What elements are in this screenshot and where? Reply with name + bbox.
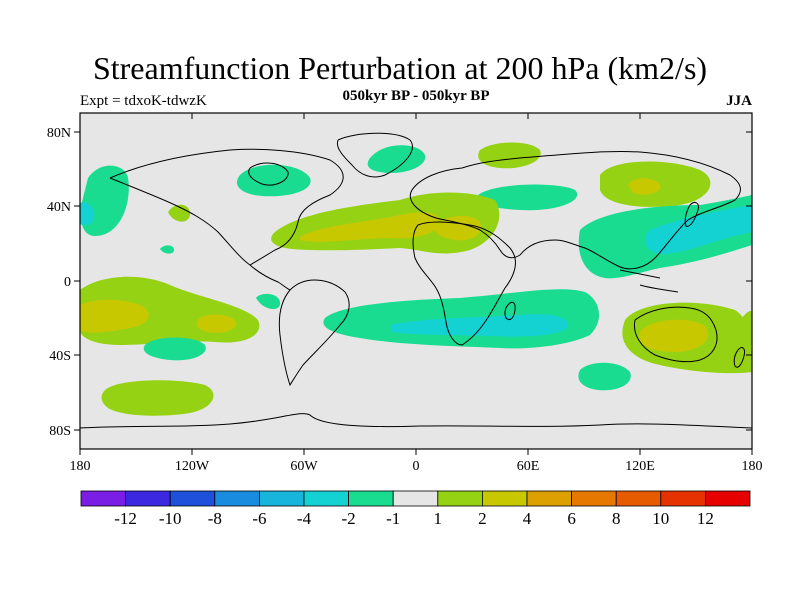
contour-positive-arctic (478, 142, 541, 169)
lon-tick-marks (79, 113, 753, 455)
colorbar-box (125, 490, 171, 507)
colorbar-label: 2 (478, 509, 487, 528)
lon-label-180e: 180 (742, 459, 763, 474)
lat-label-40s: 40S (49, 349, 71, 364)
lat-label-80s: 80S (49, 424, 71, 439)
colorbar-label: 8 (612, 509, 621, 528)
colorbar-label: 10 (652, 509, 669, 528)
contour-positive-southern-pacific (101, 380, 214, 416)
colorbar (80, 490, 751, 507)
colorbar-label: -10 (159, 509, 182, 528)
colorbar-labels: -12 -10 -8 -6 -4 -2 -1 1 2 4 6 8 10 12 (114, 509, 714, 528)
colorbar-box (705, 490, 751, 507)
colorbar-box (437, 490, 483, 507)
lon-label-120e: 120E (625, 459, 655, 474)
contour-positive-south-pacific-east (196, 314, 237, 333)
colorbar-box (258, 490, 305, 507)
contour-negative-north-america-core (80, 202, 95, 226)
contour-negative-hudson (236, 164, 311, 197)
lon-label-60e: 60E (517, 459, 540, 474)
contour-fields (80, 132, 752, 429)
colorbar-box (481, 490, 528, 507)
lon-label-0: 0 (413, 459, 420, 474)
contour-negative-europe (476, 184, 578, 211)
contour-positive-east-edge (741, 310, 752, 345)
colorbar-box (660, 490, 706, 507)
lon-label-120w: 120W (175, 459, 210, 474)
contour-negative-small-southamerica (256, 293, 281, 310)
experiment-label: Expt = tdxoK-tdwzK (80, 93, 207, 109)
colorbar-box (571, 490, 617, 507)
lat-label-80n: 80N (47, 126, 71, 141)
colorbar-box (348, 490, 394, 507)
lon-label-180w: 180 (70, 459, 91, 474)
lat-label-0: 0 (64, 275, 71, 290)
colorbar-label: -2 (342, 509, 356, 528)
contour-positive-atlantic-core (300, 212, 440, 242)
lat-tick-marks (74, 131, 752, 431)
contour-positive-asia-core (628, 178, 661, 195)
colorbar-box (303, 490, 349, 507)
colorbar-label: 6 (567, 509, 576, 528)
colorbar-box (169, 490, 216, 507)
contour-positive-central-pacific (168, 204, 190, 222)
colorbar-label: 1 (434, 509, 443, 528)
contour-positive-australia-core (639, 319, 709, 352)
contour-negative-small-pacific (160, 245, 174, 254)
contour-negative-nwpacific-core (645, 205, 752, 255)
contour-negative-south-pacific-small (143, 337, 206, 361)
plot-title: Streamfunction Perturbation at 200 hPa (… (92, 50, 708, 86)
colorbar-box (615, 490, 662, 507)
contour-positive-south-pacific-core (80, 299, 149, 333)
colorbar-label: -6 (252, 509, 266, 528)
contour-negative-southern-ocean-core (390, 314, 569, 337)
colorbar-box (214, 490, 260, 507)
colorbar-label: 4 (523, 509, 532, 528)
period-label: 050kyr BP - 050kyr BP (342, 88, 490, 104)
lon-label-60w: 60W (290, 459, 318, 474)
coastlines (80, 132, 752, 429)
colorbar-label: -8 (208, 509, 222, 528)
colorbar-box (80, 490, 126, 507)
colorbar-label: -12 (114, 509, 137, 528)
colorbar-box (392, 490, 439, 507)
colorbar-label: -1 (386, 509, 400, 528)
contour-negative-south-indian (578, 362, 631, 391)
season-label: JJA (726, 93, 752, 109)
lat-label-40n: 40N (47, 200, 71, 215)
colorbar-label: 12 (697, 509, 714, 528)
colorbar-label: -4 (297, 509, 312, 528)
colorbar-box (526, 490, 572, 507)
